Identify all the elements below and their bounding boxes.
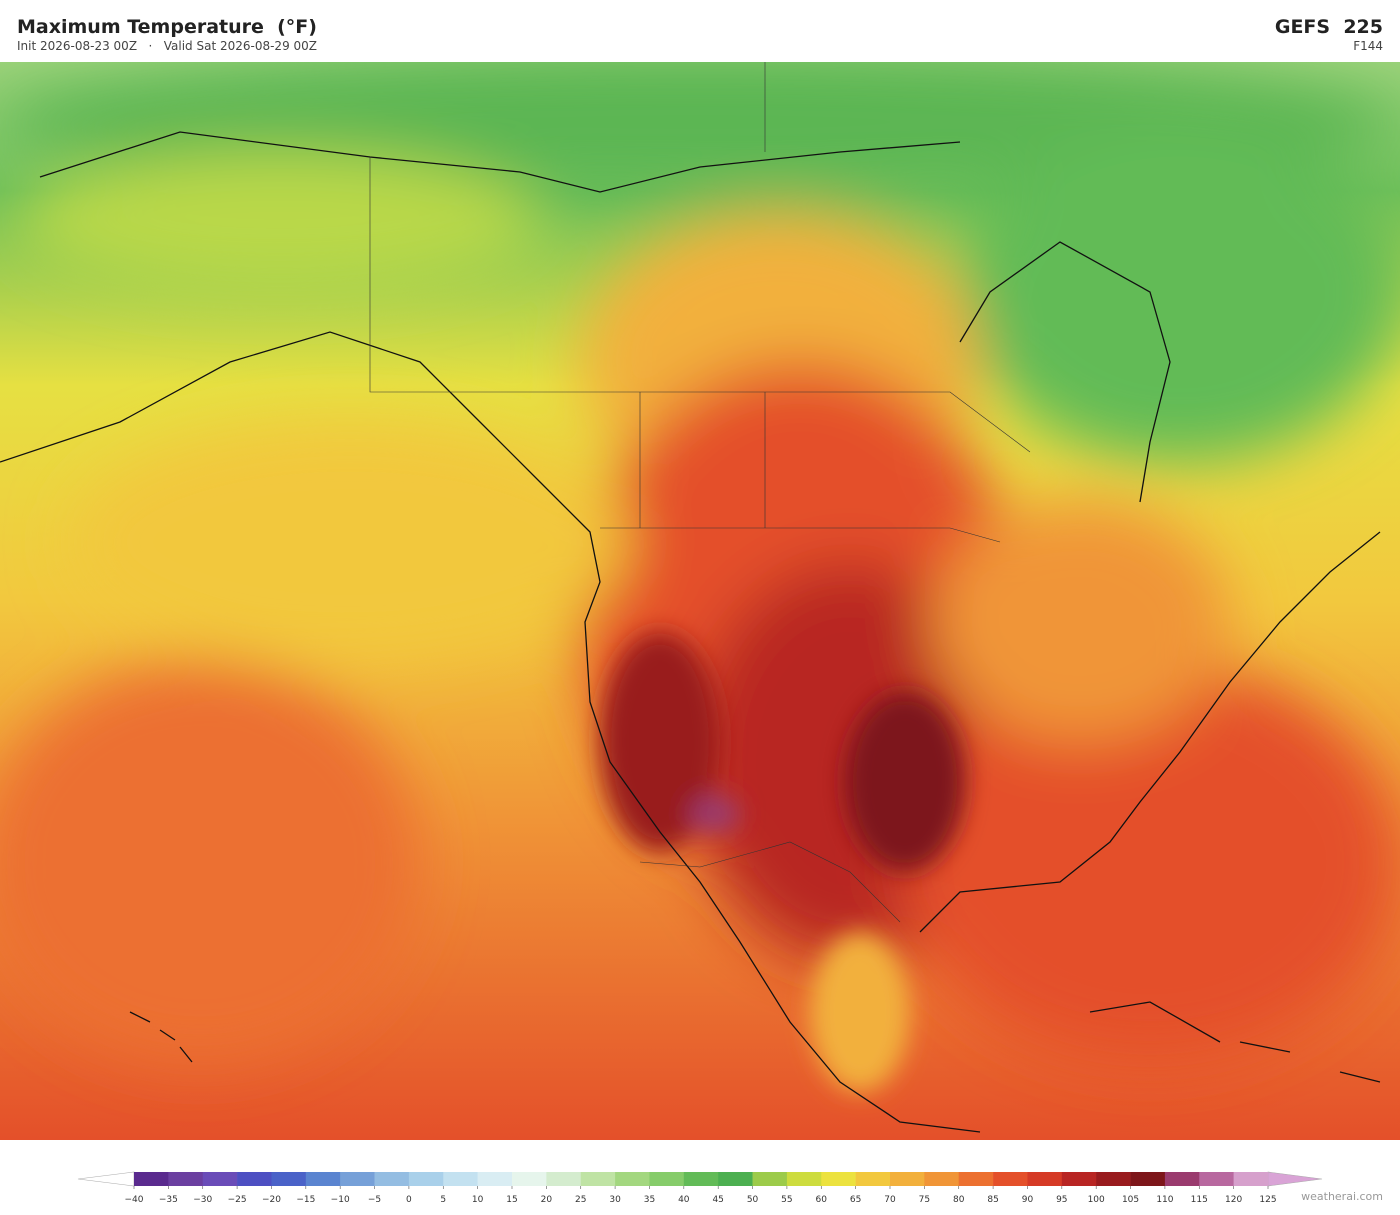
hot-spots xyxy=(600,632,965,1092)
colorbar: weatherai.com −40 −35 −30 −25 −20 −15 −10 −5 0 5 1… xyxy=(77,1171,1383,1205)
tick-label: 30 xyxy=(609,1195,621,1205)
colorbar-bin xyxy=(993,1172,1028,1186)
tick-label: −5 xyxy=(368,1195,381,1205)
tick-label: 125 xyxy=(1259,1195,1276,1205)
tick-label: −20 xyxy=(262,1195,281,1205)
tick-label: 10 xyxy=(472,1195,484,1205)
colorbar-bin xyxy=(271,1172,307,1186)
tick-label: 110 xyxy=(1156,1195,1173,1205)
colorbar-bin xyxy=(786,1172,822,1186)
tick-label: 20 xyxy=(541,1195,553,1205)
colorbar-bin xyxy=(1061,1172,1097,1186)
colorbar-bin xyxy=(718,1172,753,1186)
colorbar-bin xyxy=(752,1172,788,1186)
colorbar-bin xyxy=(168,1172,204,1186)
colorbar-bin xyxy=(443,1172,478,1186)
colorbar-bin xyxy=(1096,1172,1131,1186)
colorbar-bin xyxy=(1233,1172,1269,1186)
tick-label: 95 xyxy=(1056,1195,1067,1205)
tick-label: 50 xyxy=(747,1195,759,1205)
colorbar-bin xyxy=(649,1172,685,1186)
tick-label: 55 xyxy=(781,1195,792,1205)
forecast-hour: F144 xyxy=(1353,39,1383,53)
colorbar-bin xyxy=(1199,1172,1234,1186)
model: GEFS 225 xyxy=(1274,16,1383,38)
coastlines xyxy=(0,131,1381,1133)
tick-label: 65 xyxy=(850,1195,861,1205)
colorbar-bin xyxy=(821,1172,856,1186)
colorbar-bin xyxy=(1130,1172,1166,1186)
tick-label: 115 xyxy=(1191,1195,1208,1205)
colorbar-bin xyxy=(1164,1172,1200,1186)
tick-label: 85 xyxy=(987,1195,998,1205)
tick-label: 45 xyxy=(712,1195,723,1205)
tick-label: −30 xyxy=(193,1195,212,1205)
tick-label: 75 xyxy=(919,1195,930,1205)
colorbar-bin xyxy=(237,1172,272,1186)
colorbar-bin xyxy=(374,1172,410,1186)
colorbar-bin xyxy=(924,1172,960,1186)
map xyxy=(0,62,1400,1140)
tick-label: 70 xyxy=(884,1195,896,1205)
tick-label: 0 xyxy=(406,1195,412,1205)
under-triangle xyxy=(77,1171,135,1187)
colorbar-bin xyxy=(202,1172,238,1186)
colorbar-bin xyxy=(958,1172,994,1186)
colorbar-bin xyxy=(477,1172,513,1186)
tick-label: −25 xyxy=(228,1195,247,1205)
colorbar-bin xyxy=(408,1172,444,1186)
tick-label: −35 xyxy=(159,1195,178,1205)
tick-label: 120 xyxy=(1225,1195,1242,1205)
tick-label: 25 xyxy=(575,1195,586,1205)
tick-label: −10 xyxy=(331,1195,350,1205)
tick-label: 80 xyxy=(953,1195,965,1205)
colorbar-bin xyxy=(512,1172,547,1186)
colorbar-bin xyxy=(683,1172,719,1186)
colorbar-bin xyxy=(890,1172,925,1186)
tick-label: 40 xyxy=(678,1195,690,1205)
colorbar-bin xyxy=(340,1172,375,1186)
tick-label: 35 xyxy=(644,1195,655,1205)
colorbar-bin xyxy=(580,1172,616,1186)
colorbar-bin xyxy=(1027,1172,1063,1186)
tick-label: −40 xyxy=(125,1195,144,1205)
tick-label: 105 xyxy=(1122,1195,1139,1205)
tick-label: 15 xyxy=(506,1195,517,1205)
title: Maximum Temperature (°F) xyxy=(17,16,317,38)
over-triangle xyxy=(1267,1171,1323,1187)
borders xyxy=(369,62,1031,923)
colorbar-bin xyxy=(615,1172,650,1186)
tick-label: 100 xyxy=(1088,1195,1105,1205)
tick-label: 90 xyxy=(1022,1195,1034,1205)
tick-label: 5 xyxy=(440,1195,446,1205)
colorbar-bin xyxy=(305,1172,341,1186)
tick-label: −15 xyxy=(296,1195,315,1205)
colorbar-bin xyxy=(855,1172,891,1186)
subtitle: Init 2026-08-23 00Z · Valid Sat 2026-08-… xyxy=(17,39,318,53)
watermark: weatherai.com xyxy=(1301,1190,1383,1203)
tick-label: 60 xyxy=(816,1195,828,1205)
colorbar-bin xyxy=(134,1172,169,1186)
colorbar-bin xyxy=(546,1172,582,1186)
